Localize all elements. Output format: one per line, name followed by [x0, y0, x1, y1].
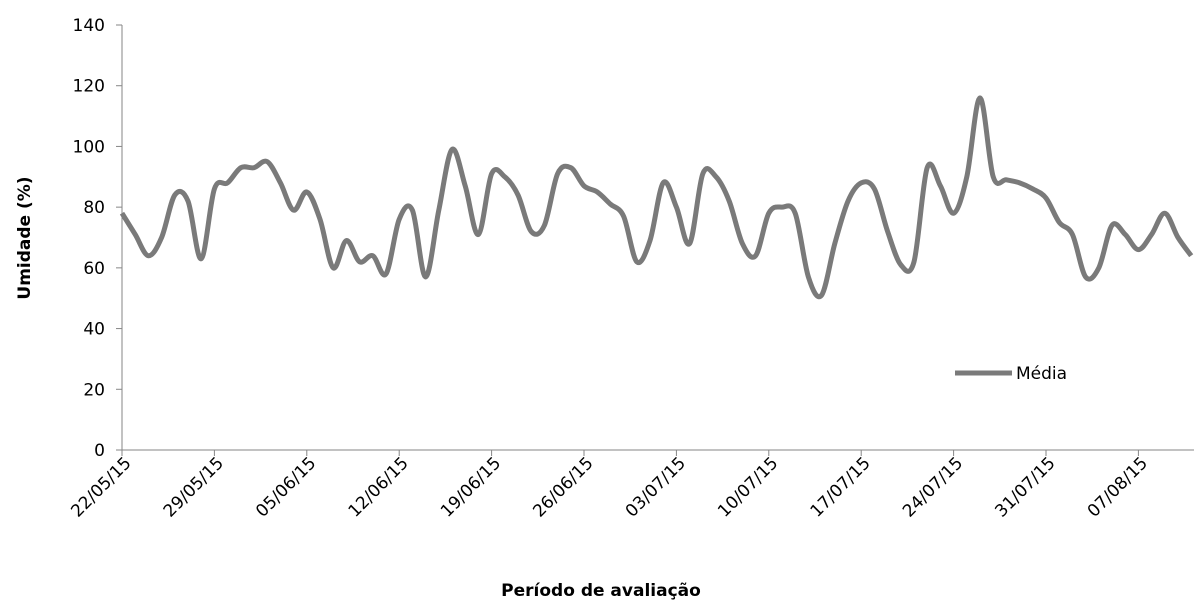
y-tick-label: 100: [73, 137, 105, 157]
y-axis-title: Umidade (%): [15, 176, 35, 299]
x-tick-label: 19/06/15: [437, 453, 505, 521]
y-tick-label: 40: [83, 320, 105, 340]
x-tick-label: 10/07/15: [714, 453, 782, 521]
y-tick-label: 60: [83, 259, 105, 279]
y-tick-label: 140: [73, 16, 105, 36]
legend-label: Média: [1016, 364, 1067, 384]
x-tick-label: 31/07/15: [991, 453, 1059, 521]
y-tick-label: 120: [73, 77, 105, 97]
x-tick-label: 12/06/15: [345, 453, 413, 521]
x-tick-label: 26/06/15: [529, 453, 597, 521]
x-tick-label: 05/06/15: [252, 453, 320, 521]
y-tick-label: 20: [83, 380, 105, 400]
x-axis-title: Período de avaliação: [501, 581, 701, 601]
x-tick-label: 24/07/15: [899, 453, 967, 521]
line: [119, 95, 1194, 300]
y-tick-label: 0: [94, 441, 105, 461]
x-tick-label: 22/05/15: [67, 453, 135, 521]
x-tick-label: 03/07/15: [622, 453, 690, 521]
y-tick-label: 80: [83, 198, 105, 218]
x-tick-label: 29/05/15: [160, 453, 228, 521]
x-tick-label: 17/07/15: [807, 453, 875, 521]
x-tick-label: 07/08/15: [1084, 453, 1152, 521]
